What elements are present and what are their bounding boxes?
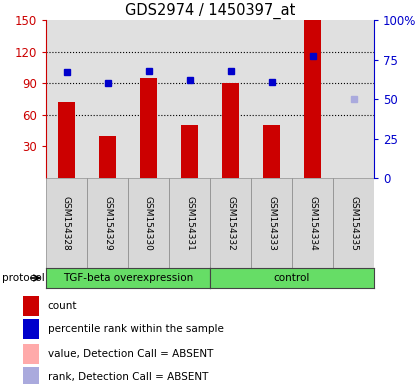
Text: GSM154328: GSM154328 [62,195,71,250]
Bar [140,78,157,178]
Text: control: control [274,273,310,283]
Bar [333,20,374,178]
Text: rank, Detection Call = ABSENT: rank, Detection Call = ABSENT [48,372,208,382]
Bar [87,20,128,178]
Bar [23,319,39,339]
Bar [263,125,280,178]
Bar [169,20,210,178]
Bar [181,125,198,178]
Text: GSM154332: GSM154332 [226,195,235,250]
Bar [23,366,39,384]
Bar [251,178,292,268]
Bar [58,102,75,178]
Text: percentile rank within the sample: percentile rank within the sample [48,324,224,334]
Bar [128,178,169,268]
Text: GSM154333: GSM154333 [267,195,276,250]
Text: GSM154331: GSM154331 [185,195,194,250]
Bar [333,178,374,268]
Bar [222,83,239,178]
Text: protocol: protocol [2,273,45,283]
Bar [46,178,87,268]
Text: value, Detection Call = ABSENT: value, Detection Call = ABSENT [48,349,213,359]
Bar [210,20,251,178]
Bar [292,20,333,178]
Bar [23,344,39,364]
Text: GSM154335: GSM154335 [349,195,358,250]
Text: TGF-beta overexpression: TGF-beta overexpression [63,273,193,283]
Bar [292,178,333,268]
Title: GDS2974 / 1450397_at: GDS2974 / 1450397_at [125,2,295,19]
Bar [251,20,292,178]
Text: GSM154334: GSM154334 [308,195,317,250]
Text: count: count [48,301,77,311]
Text: GSM154329: GSM154329 [103,195,112,250]
Bar [46,20,87,178]
Bar [169,178,210,268]
Bar [23,296,39,316]
Bar [128,20,169,178]
Bar [99,136,116,178]
Bar [210,178,251,268]
Bar [304,20,321,178]
Text: GSM154330: GSM154330 [144,195,153,250]
Bar [87,178,128,268]
